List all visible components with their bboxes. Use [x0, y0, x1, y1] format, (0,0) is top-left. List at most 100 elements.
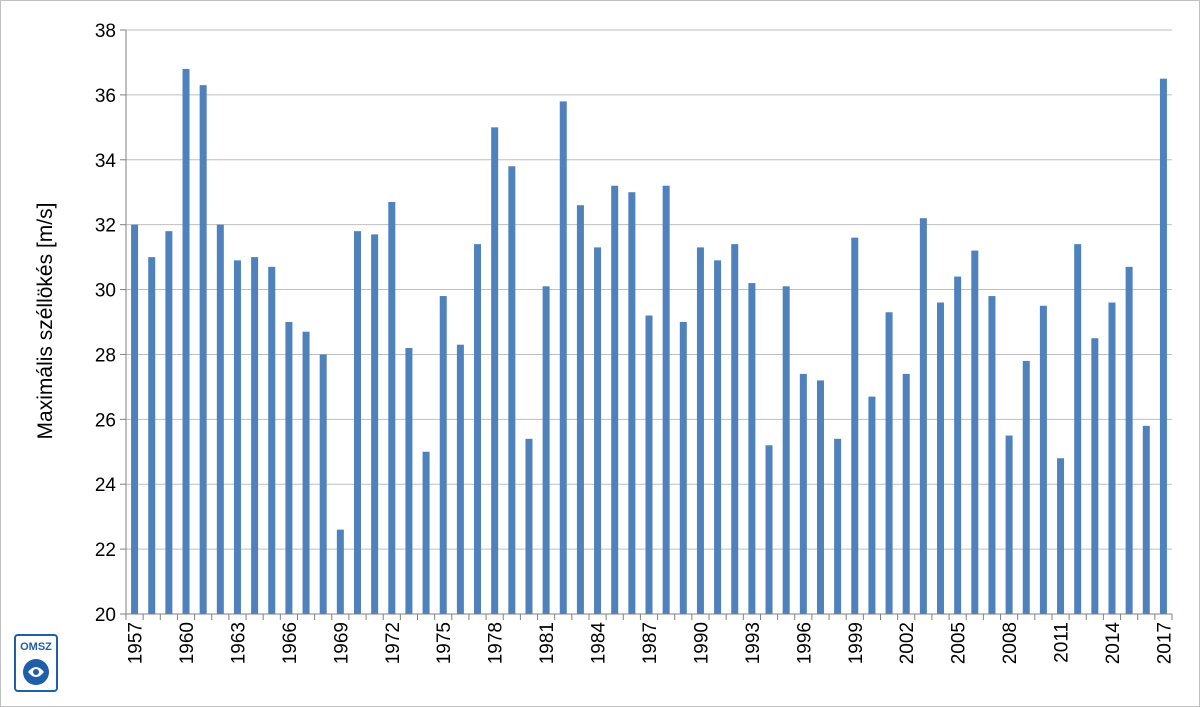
bar-2007 [988, 296, 996, 614]
bar-1981 [542, 286, 550, 614]
y-tick-label: 22 [95, 540, 116, 561]
bar-1995 [782, 286, 790, 614]
bar-2016 [1142, 425, 1150, 614]
bar-1990 [696, 247, 704, 614]
bar-2005 [954, 276, 962, 614]
bar-2009 [1022, 360, 1030, 614]
bar-1989 [679, 322, 687, 614]
bar-1969 [336, 529, 344, 614]
x-tick-label: 1987 [640, 622, 661, 664]
bar-2015 [1125, 266, 1133, 614]
y-tick-labels: 20 22 24 26 28 30 32 34 36 38 [95, 21, 117, 626]
x-tick-label: 2002 [897, 622, 918, 664]
x-tick-label: 2017 [1154, 622, 1175, 664]
bar-1968 [319, 354, 327, 614]
bar-1958 [148, 257, 156, 614]
bar-2006 [971, 250, 979, 614]
x-tick-label: 1999 [846, 622, 867, 664]
bar-1999 [851, 237, 859, 614]
bar-2017 [1159, 78, 1167, 615]
x-tick-label: 1981 [537, 622, 558, 664]
x-tick-label: 1975 [434, 622, 455, 664]
x-tick-label: 2008 [1000, 622, 1021, 664]
bar-1992 [731, 244, 739, 614]
bar-1972 [388, 201, 396, 614]
bar-1957 [131, 224, 139, 615]
bar-1964 [251, 257, 259, 614]
y-tick-label: 38 [95, 21, 116, 42]
bar-1971 [371, 234, 379, 614]
bar-1975 [439, 296, 447, 614]
y-tick-label: 30 [95, 281, 116, 302]
x-tick-label: 1972 [383, 622, 404, 664]
x-tick-label: 1978 [486, 622, 507, 664]
y-tick-label: 32 [95, 216, 116, 237]
bar-1970 [353, 231, 361, 614]
bar-1994 [765, 445, 773, 614]
bar-2012 [1074, 244, 1082, 614]
bar-1959 [165, 231, 173, 614]
bar-1997 [816, 380, 824, 614]
bar-2004 [937, 302, 945, 614]
bar-1978 [491, 127, 499, 614]
bar-1962 [216, 224, 224, 615]
logo-text: OMSZ [20, 641, 52, 653]
y-tick-label: 26 [95, 410, 116, 431]
bar-1998 [834, 438, 842, 614]
x-tick-label: 1960 [177, 622, 198, 664]
x-tick-label: 1984 [589, 622, 610, 665]
x-tick-label: 1993 [743, 622, 764, 664]
x-tick-label: 1963 [228, 622, 249, 664]
bar-1966 [285, 322, 293, 614]
bar-2013 [1091, 338, 1099, 614]
bar-2010 [1039, 305, 1047, 614]
bar-1977 [474, 244, 482, 614]
x-tick-label: 2005 [949, 622, 970, 664]
bar-1979 [508, 166, 516, 614]
bar-1985 [611, 185, 619, 615]
bar-1986 [628, 192, 636, 614]
y-tick-label: 24 [95, 475, 117, 496]
bar-2008 [1005, 435, 1013, 614]
bar-1991 [714, 260, 722, 614]
bar-2002 [902, 373, 910, 614]
bar-1980 [525, 438, 533, 614]
bar-2001 [885, 312, 893, 614]
bar-1984 [594, 247, 602, 614]
omsz-logo: OMSZ [14, 634, 58, 692]
y-tick-label: 28 [95, 345, 116, 366]
bar-1961 [199, 85, 207, 614]
bar-1993 [748, 283, 756, 614]
bar-1996 [799, 373, 807, 614]
bars [131, 68, 1167, 615]
x-tick-labels: 1957 1960 1963 1966 1969 1972 1975 1978 1981 1984… [126, 622, 1176, 665]
bar-2003 [919, 218, 927, 614]
y-axis-label: Maximális széllökés [m/s] [34, 203, 57, 440]
x-tick-label: 1969 [331, 622, 352, 664]
bar-1965 [268, 266, 276, 614]
x-tick-label: 2011 [1052, 622, 1073, 663]
y-tick-label: 36 [95, 86, 116, 107]
bar-1974 [422, 451, 430, 614]
x-tick-label: 1957 [126, 622, 147, 664]
bar-1976 [456, 344, 464, 614]
bar-1967 [302, 331, 310, 614]
x-tick-label: 1990 [691, 622, 712, 664]
bar-1973 [405, 347, 413, 614]
axes [125, 30, 1173, 620]
x-tick-label: 2014 [1103, 622, 1124, 665]
x-tick-label: 1966 [280, 622, 301, 664]
bar-1988 [662, 185, 670, 615]
bar-1960 [182, 68, 190, 615]
bar-1987 [645, 315, 653, 614]
bar-1963 [233, 260, 241, 614]
bar-2011 [1057, 458, 1065, 614]
bar-1982 [559, 101, 567, 614]
y-tick-label: 20 [95, 605, 116, 626]
y-tick-label: 34 [95, 151, 117, 172]
bar-2014 [1108, 302, 1116, 614]
bar-1983 [576, 205, 584, 614]
bar-2000 [868, 396, 876, 614]
x-tick-label: 1996 [794, 622, 815, 664]
